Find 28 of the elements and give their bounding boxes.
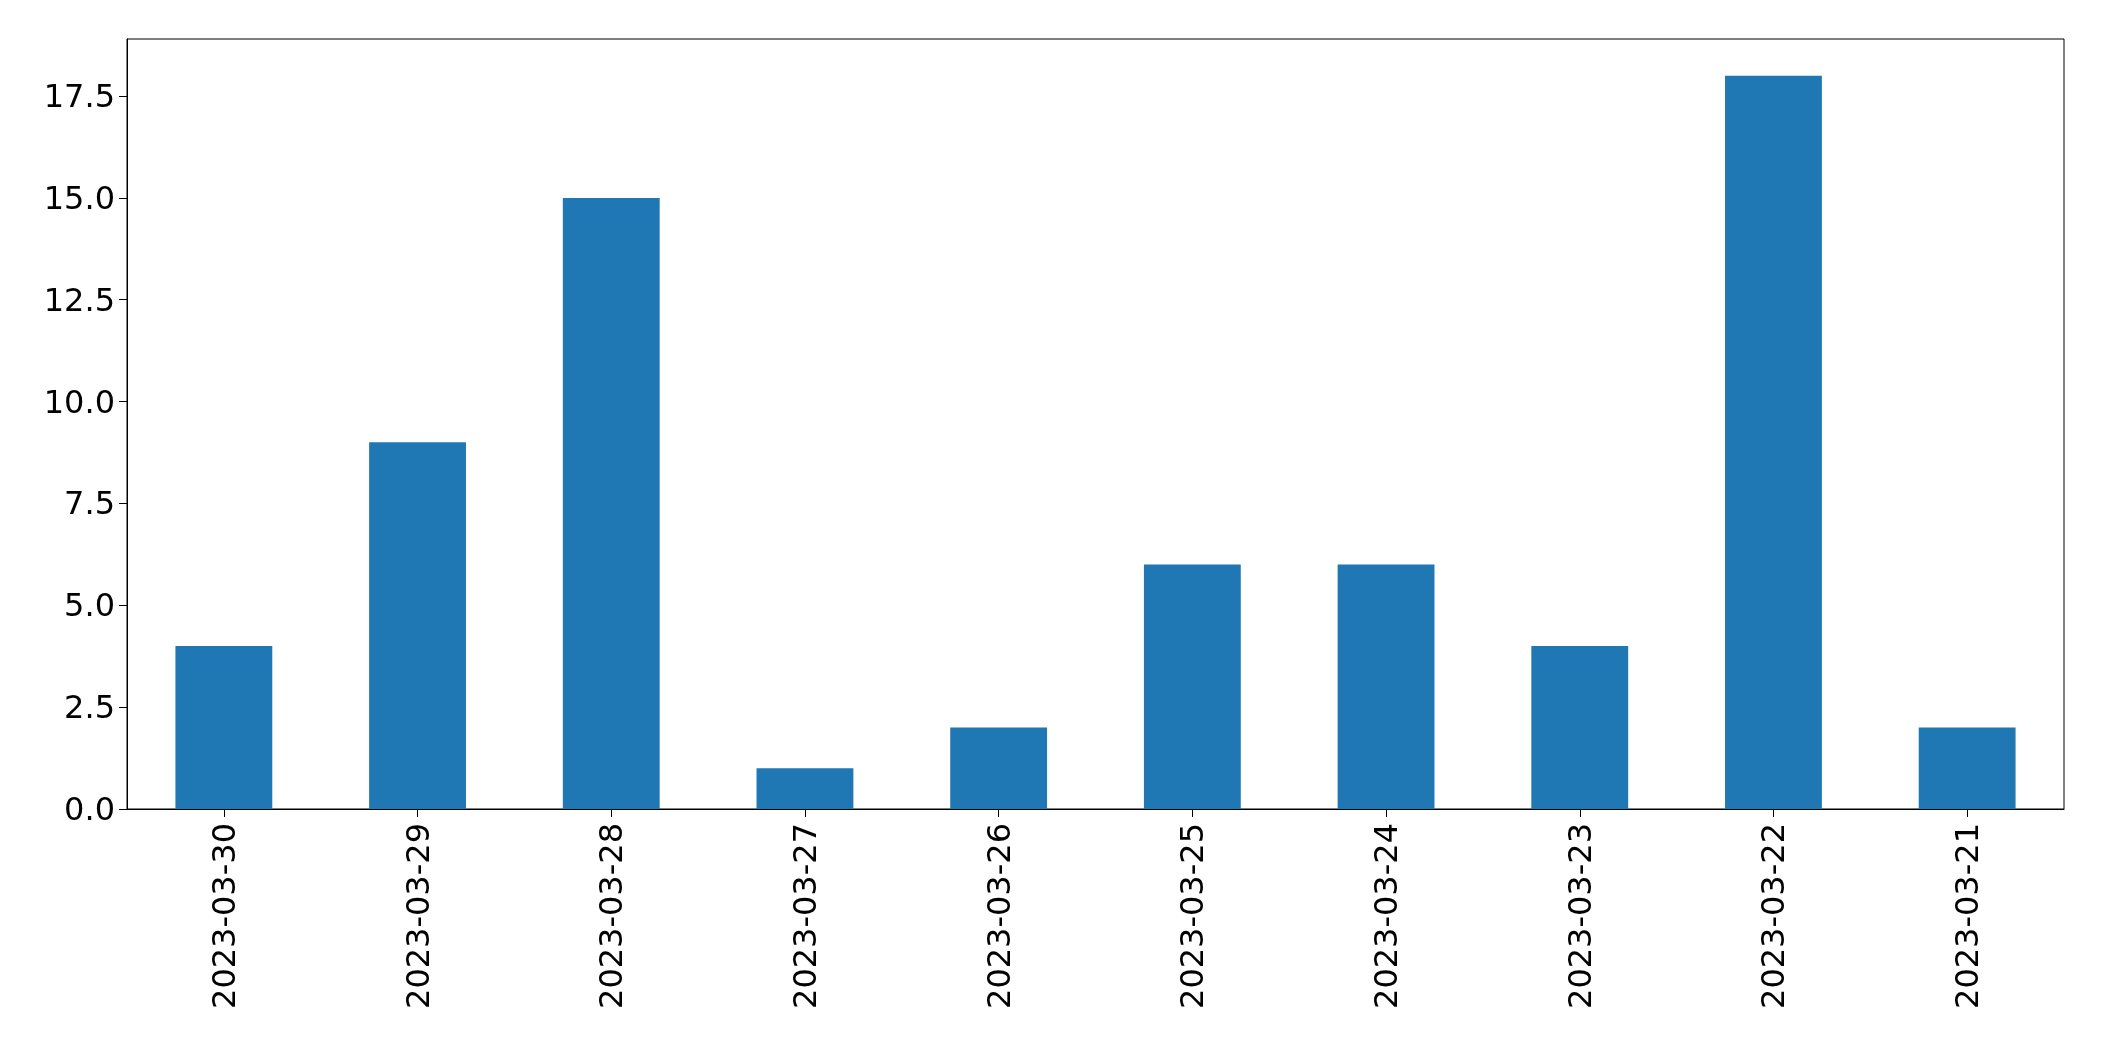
x-tick-label: 2023-03-21	[1948, 823, 1987, 1009]
bar	[562, 197, 660, 809]
x-tick-label: 2023-03-29	[398, 823, 437, 1009]
y-tick-label: 7.5	[64, 484, 115, 523]
x-tick-label: 2023-03-22	[1754, 823, 1793, 1009]
x-tick-label: 2023-03-23	[1560, 823, 1599, 1009]
x-tick-label: 2023-03-27	[785, 823, 824, 1009]
x-tick-label: 2023-03-26	[979, 823, 1018, 1009]
x-tick-label: 2023-03-28	[592, 823, 631, 1009]
x-tick-label: 2023-03-25	[1173, 823, 1212, 1009]
y-tick-label: 17.5	[43, 77, 115, 116]
bar	[1918, 727, 2016, 809]
bar	[369, 442, 466, 809]
bar	[1531, 646, 1629, 809]
bar	[175, 646, 273, 809]
y-tick-label: 0.0	[64, 790, 115, 828]
y-tick-label: 5.0	[64, 586, 115, 625]
y-tick-label: 10.0	[43, 382, 115, 421]
bar	[1725, 75, 1822, 809]
y-tick-label: 12.5	[43, 280, 115, 319]
bar	[756, 768, 854, 809]
y-tick-label: 15.0	[43, 178, 115, 217]
bar	[1337, 564, 1435, 809]
bar	[1143, 564, 1241, 809]
x-tick-label: 2023-03-30	[204, 823, 243, 1009]
bar	[950, 727, 1048, 809]
x-tick-label: 2023-03-24	[1367, 823, 1406, 1009]
y-tick-label: 2.5	[64, 688, 115, 727]
